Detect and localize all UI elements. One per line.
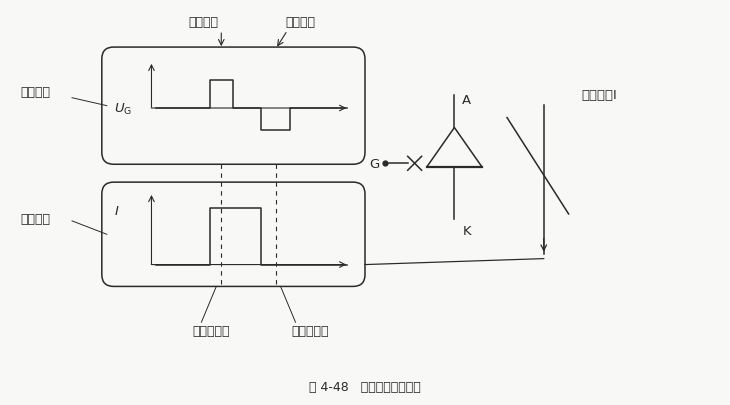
- Text: 导通脉冲: 导通脉冲: [188, 16, 218, 29]
- Text: G: G: [369, 158, 380, 171]
- Text: 导通电流I: 导通电流I: [582, 89, 618, 102]
- Text: 控制电压: 控制电压: [20, 86, 50, 99]
- Text: 晶闸管关断: 晶闸管关断: [291, 324, 329, 337]
- Text: $U_\mathrm{G}$: $U_\mathrm{G}$: [114, 101, 132, 116]
- Text: 图 4-48   可关断晶闸管原理: 图 4-48 可关断晶闸管原理: [309, 380, 421, 393]
- Text: 晶闸管导通: 晶闸管导通: [193, 324, 230, 337]
- Text: $I$: $I$: [114, 205, 119, 217]
- Text: 导通电流: 导通电流: [20, 213, 50, 226]
- Text: 关断脉冲: 关断脉冲: [285, 16, 315, 29]
- Text: K: K: [462, 224, 471, 237]
- Text: A: A: [462, 94, 472, 107]
